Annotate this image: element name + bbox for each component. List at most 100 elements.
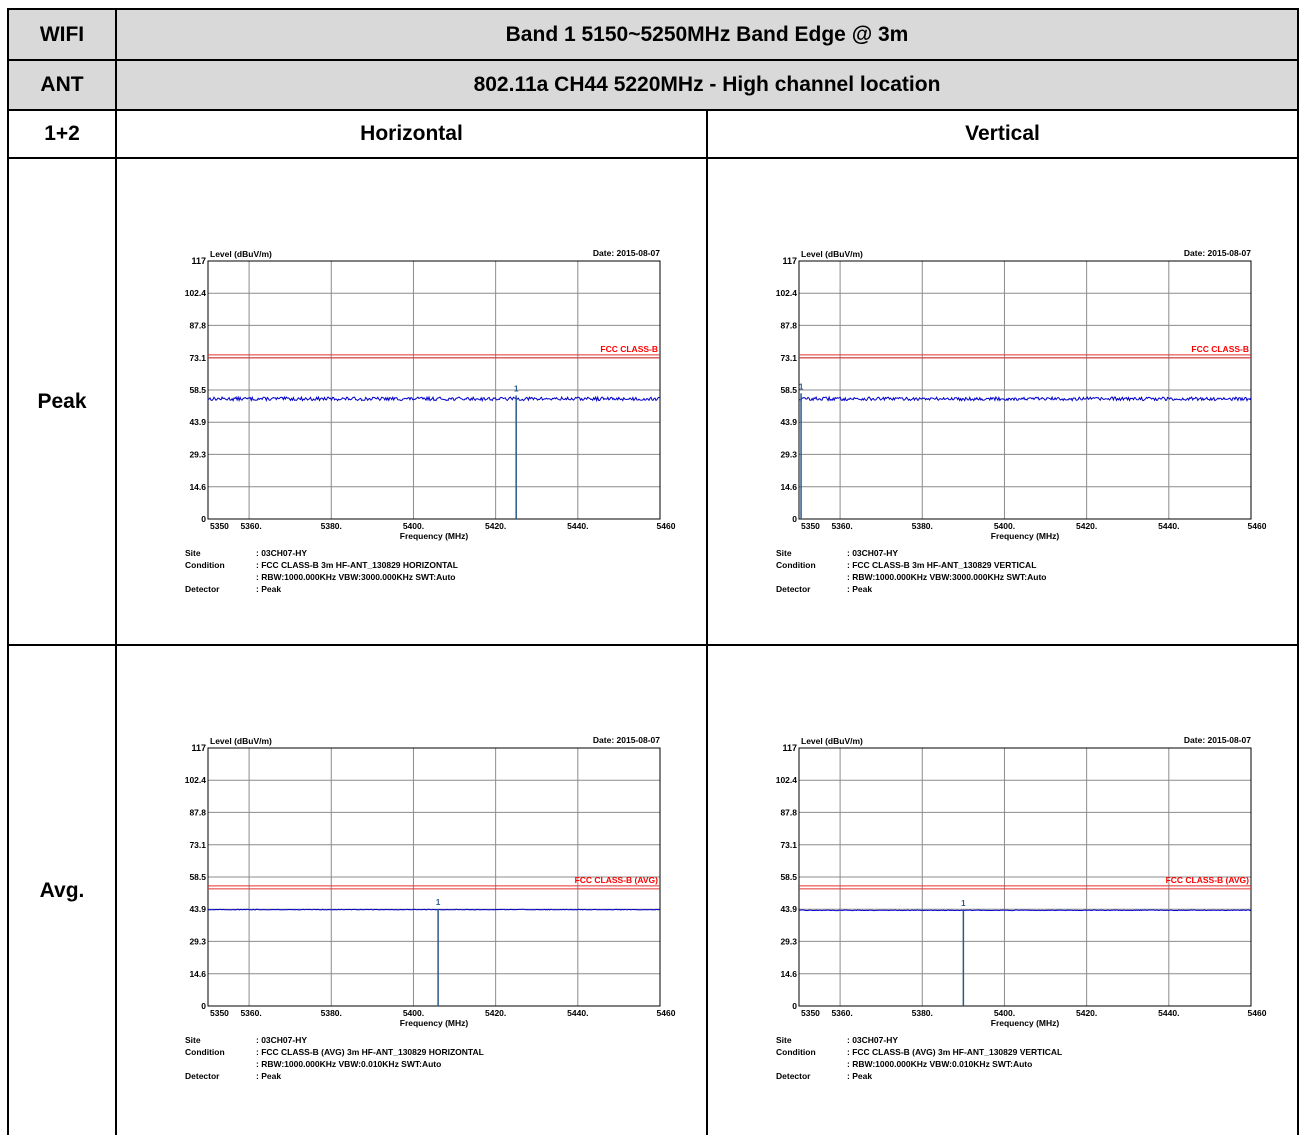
y-tick-label: 117 — [191, 743, 206, 753]
footer-site-label: Site — [185, 548, 201, 558]
polarization-row: 1+2 Horizontal Vertical — [7, 109, 1299, 159]
y-tick-label: 43.9 — [780, 417, 797, 427]
y-tick-label: 87.8 — [189, 807, 206, 817]
marker-label: 1 — [514, 385, 519, 394]
x-tick-label: 5350 — [210, 521, 229, 531]
y-tick-label: 117 — [782, 256, 797, 266]
peak-vertical-cell: FCC CLASS-B 1 117 102.4 87.8 73.1 58.5 43.9 29.3… — [706, 157, 1299, 646]
footer-condition-value: : FCC CLASS-B 3m HF-ANT_130829 HORIZONTA… — [256, 560, 458, 570]
footer-condition-value: : FCC CLASS-B 3m HF-ANT_130829 VERTICAL — [847, 560, 1036, 570]
y-tick-label: 43.9 — [189, 417, 206, 427]
limit-label: FCC CLASS-B — [600, 344, 658, 354]
limit-label: FCC CLASS-B — [1191, 344, 1249, 354]
y-tick-label: 29.3 — [189, 449, 206, 459]
x-tick-label: 5440. — [567, 1008, 588, 1018]
y-tick-label: 43.9 — [780, 904, 797, 914]
x-tick-label: 5440. — [1158, 521, 1179, 531]
x-tick-label: 5460 — [657, 1008, 676, 1018]
y-tick-label: 43.9 — [189, 904, 206, 914]
horizontal-header: Horizontal — [115, 109, 708, 159]
y-tick-label: 29.3 — [780, 936, 797, 946]
y-tick-label: 14.6 — [189, 482, 206, 492]
footer-condition-label: Condition — [776, 560, 816, 570]
ant-combo-label: 1+2 — [7, 109, 117, 159]
footer-detector-value: : Peak — [256, 1071, 281, 1081]
footer-site-value: : 03CH07-HY — [847, 1035, 898, 1045]
x-tick-label: 5420. — [485, 521, 506, 531]
chart-svg: FCC CLASS-B (AVG) 1 117 102.4 87.8 73.1 58.5 43… — [776, 735, 1267, 1081]
y-tick-label: 117 — [782, 743, 797, 753]
footer-detector-value: : Peak — [256, 584, 281, 594]
footer-detector-label: Detector — [185, 584, 220, 594]
y-tick-label: 102.4 — [776, 288, 798, 298]
x-tick-label: 5350 — [801, 521, 820, 531]
band-title: Band 1 5150~5250MHz Band Edge @ 3m — [115, 8, 1299, 61]
y-tick-label: 14.6 — [780, 482, 797, 492]
footer-condition-value: : FCC CLASS-B (AVG) 3m HF-ANT_130829 HOR… — [256, 1047, 484, 1057]
x-tick-label: 5380. — [912, 521, 933, 531]
avg-vertical-cell: FCC CLASS-B (AVG) 1 117 102.4 87.8 73.1 58.5 43… — [706, 644, 1299, 1135]
footer-site-value: : 03CH07-HY — [256, 548, 307, 558]
y-axis-label: Level (dBuV/m) — [210, 736, 272, 746]
y-tick-label: 14.6 — [189, 969, 206, 979]
vertical-header: Vertical — [706, 109, 1299, 159]
footer-condition-value: : FCC CLASS-B (AVG) 3m HF-ANT_130829 VER… — [847, 1047, 1062, 1057]
peak-horizontal-cell: FCC CLASS-B 1 117 102.4 87.8 73.1 58.5 43.9 29.3… — [115, 157, 708, 646]
date-label: Date: 2015-08-07 — [593, 735, 660, 745]
y-tick-label: 102.4 — [185, 775, 207, 785]
peak-label: Peak — [7, 157, 117, 646]
y-tick-label: 73.1 — [189, 840, 206, 850]
y-tick-label: 58.5 — [780, 385, 797, 395]
marker-label: 1 — [436, 898, 441, 907]
y-tick-label: 58.5 — [780, 872, 797, 882]
avg-horizontal-cell: FCC CLASS-B (AVG) 1 117 102.4 87.8 73.1 58.5 43… — [115, 644, 708, 1135]
avg-vertical-chart: FCC CLASS-B (AVG) 1 117 102.4 87.8 73.1 58.5 43… — [708, 646, 1298, 1121]
report-table: WIFI Band 1 5150~5250MHz Band Edge @ 3m … — [7, 8, 1299, 1135]
x-axis-label: Frequency (MHz) — [400, 1018, 469, 1028]
y-tick-label: 73.1 — [780, 840, 797, 850]
y-tick-label: 117 — [191, 256, 206, 266]
x-tick-label: 5380. — [912, 1008, 933, 1018]
footer-site-label: Site — [185, 1035, 201, 1045]
footer-condition-label: Condition — [185, 1047, 225, 1057]
footer-site-label: Site — [776, 1035, 792, 1045]
y-tick-label: 87.8 — [780, 807, 797, 817]
x-axis-label: Frequency (MHz) — [991, 531, 1060, 541]
y-tick-label: 0 — [792, 514, 797, 524]
y-tick-label: 0 — [201, 1001, 206, 1011]
x-tick-label: 5360. — [240, 1008, 261, 1018]
footer-site-value: : 03CH07-HY — [256, 1035, 307, 1045]
y-tick-label: 0 — [792, 1001, 797, 1011]
footer-detector-label: Detector — [776, 1071, 811, 1081]
x-tick-label: 5350 — [801, 1008, 820, 1018]
footer-condition-settings: : RBW:1000.000KHz VBW:3000.000KHz SWT:Au… — [847, 572, 1046, 582]
marker-label: 1 — [799, 382, 804, 391]
trace-line — [798, 395, 1252, 402]
footer-detector-label: Detector — [776, 584, 811, 594]
chart-svg: FCC CLASS-B 1 117 102.4 87.8 73.1 58.5 43.9 29.3… — [776, 248, 1267, 594]
y-tick-label: 73.1 — [780, 353, 797, 363]
footer-condition-settings: : RBW:1000.000KHz VBW:0.010KHz SWT:Auto — [847, 1059, 1032, 1069]
peak-vertical-chart: FCC CLASS-B 1 117 102.4 87.8 73.1 58.5 43.9 29.3… — [708, 159, 1298, 634]
trace-line — [207, 395, 661, 403]
footer-condition-label: Condition — [776, 1047, 816, 1057]
date-label: Date: 2015-08-07 — [593, 248, 660, 258]
y-tick-label: 87.8 — [189, 320, 206, 330]
x-tick-label: 5440. — [567, 521, 588, 531]
peak-row: Peak FCC CLASS-B 1 117 102.4 87.8 73.1 58.5 43.… — [7, 157, 1299, 646]
x-tick-label: 5460 — [1248, 521, 1267, 531]
x-tick-label: 5380. — [321, 1008, 342, 1018]
y-tick-label: 29.3 — [780, 449, 797, 459]
x-tick-label: 5380. — [321, 521, 342, 531]
y-tick-label: 14.6 — [780, 969, 797, 979]
y-tick-label: 73.1 — [189, 353, 206, 363]
x-axis-label: Frequency (MHz) — [400, 531, 469, 541]
date-label: Date: 2015-08-07 — [1184, 248, 1251, 258]
x-tick-label: 5400. — [994, 521, 1015, 531]
x-tick-label: 5400. — [994, 1008, 1015, 1018]
x-tick-label: 5360. — [240, 521, 261, 531]
marker-label: 1 — [961, 899, 966, 908]
y-tick-label: 29.3 — [189, 936, 206, 946]
footer-condition-label: Condition — [185, 560, 225, 570]
x-tick-label: 5420. — [485, 1008, 506, 1018]
